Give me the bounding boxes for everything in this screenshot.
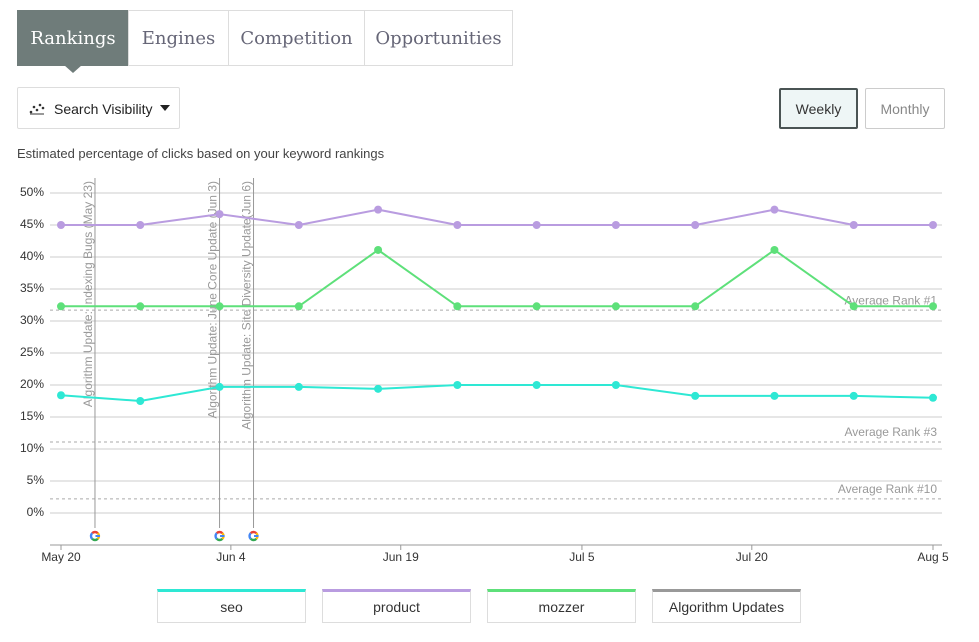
legend-entry[interactable]: seo: [157, 589, 306, 623]
icon-arc: [214, 530, 225, 542]
point: [770, 245, 779, 254]
icon-arc: [214, 530, 225, 542]
tab[interactable]: Opportunities: [364, 10, 513, 66]
icon-arc: [89, 530, 101, 542]
point: [453, 381, 462, 389]
point: [215, 210, 224, 219]
x-tick-label: Jul 20: [736, 550, 768, 564]
annotation-label: Algorithm Update: June Core Update (Jun …: [206, 181, 220, 418]
point: [57, 391, 65, 400]
y-tick-label: 0%: [27, 505, 45, 519]
point: [374, 245, 383, 254]
legend-entry[interactable]: Algorithm Updates: [652, 589, 801, 623]
point: [770, 205, 779, 214]
point: [532, 221, 541, 229]
point: [294, 221, 303, 229]
reference-label: Average Rank #1: [844, 293, 937, 307]
point: [136, 397, 145, 405]
reference-label: Average Rank #10: [838, 482, 938, 496]
icon-arc: [89, 530, 101, 542]
y-tick-label: 40%: [20, 249, 44, 263]
legend-entry[interactable]: product: [322, 589, 471, 623]
point: [929, 393, 937, 402]
google-icon: [89, 530, 101, 542]
y-tick-label: 50%: [20, 185, 44, 199]
tab-caret: [64, 65, 82, 73]
y-tick-label: 5%: [27, 473, 45, 487]
y-tick-label: 20%: [20, 377, 44, 391]
chart: 0% 5% 10% 15% 20% 25% 30% 35% 40% 45% 50% May 20 Jun…: [20, 178, 949, 564]
dropdown[interactable]: Search Visibility: [17, 87, 180, 129]
dropdown-caret: [160, 105, 170, 111]
tab[interactable]: Competition: [228, 10, 365, 66]
y-tick-label: 25%: [20, 345, 44, 359]
x-tick-label: Jun 4: [216, 550, 246, 564]
point: [770, 391, 779, 400]
legend-entry[interactable]: mozzer: [487, 589, 636, 623]
icon-arc: [214, 530, 225, 542]
point: [532, 381, 541, 389]
point: [691, 221, 700, 229]
icon-arc: [89, 530, 101, 542]
dropdown-icon: [29, 103, 45, 115]
x-tick-label: Jul 5: [569, 550, 595, 564]
point: [215, 302, 224, 311]
point: [849, 221, 858, 229]
google-icon: [214, 530, 225, 542]
y-tick-label: 45%: [20, 217, 44, 231]
point: [453, 302, 462, 311]
series-line: [61, 208, 933, 227]
point: [57, 221, 65, 229]
monthly-button[interactable]: Monthly: [865, 88, 945, 129]
icon-arc: [248, 530, 259, 542]
point: [136, 221, 145, 229]
google-icon: [248, 530, 259, 542]
point: [691, 302, 700, 311]
point: [215, 382, 224, 391]
point: [611, 381, 620, 389]
icon-arc: [248, 530, 259, 542]
y-tick-label: 10%: [20, 441, 44, 455]
weekly-button[interactable]: Weekly: [779, 88, 858, 129]
point: [929, 302, 937, 311]
reference-label: Average Rank #3: [844, 425, 937, 439]
series-line: [61, 248, 933, 308]
annotation-label: Algorithm Update: Indexing Bugs (May 23): [81, 181, 95, 407]
icon-arc: [89, 530, 101, 542]
icon-arc: [214, 530, 225, 542]
point: [374, 384, 383, 393]
point: [611, 221, 620, 229]
point: [532, 302, 541, 311]
point: [294, 382, 303, 391]
tab[interactable]: Engines: [128, 10, 229, 66]
point: [57, 302, 65, 311]
x-tick-label: May 20: [41, 550, 81, 564]
point: [849, 302, 858, 311]
icon-arc: [248, 530, 259, 542]
point: [691, 391, 700, 400]
tab[interactable]: Rankings: [17, 10, 129, 66]
dropdown-label: Search Visibility: [54, 101, 153, 117]
point: [374, 205, 383, 214]
point: [294, 302, 303, 311]
point: [849, 391, 858, 400]
series-line: [60, 384, 934, 403]
subtitle: Estimated percentage of clicks based on …: [17, 146, 385, 161]
x-tick-label: Jun 19: [383, 550, 419, 564]
y-tick-label: 15%: [20, 409, 44, 423]
icon-arc: [248, 530, 259, 542]
point: [453, 221, 462, 229]
y-tick-label: 30%: [20, 313, 44, 327]
x-tick-label: Aug 5: [917, 550, 949, 564]
y-tick-label: 35%: [20, 281, 44, 295]
point: [136, 302, 145, 311]
point: [929, 221, 937, 229]
point: [611, 302, 620, 311]
